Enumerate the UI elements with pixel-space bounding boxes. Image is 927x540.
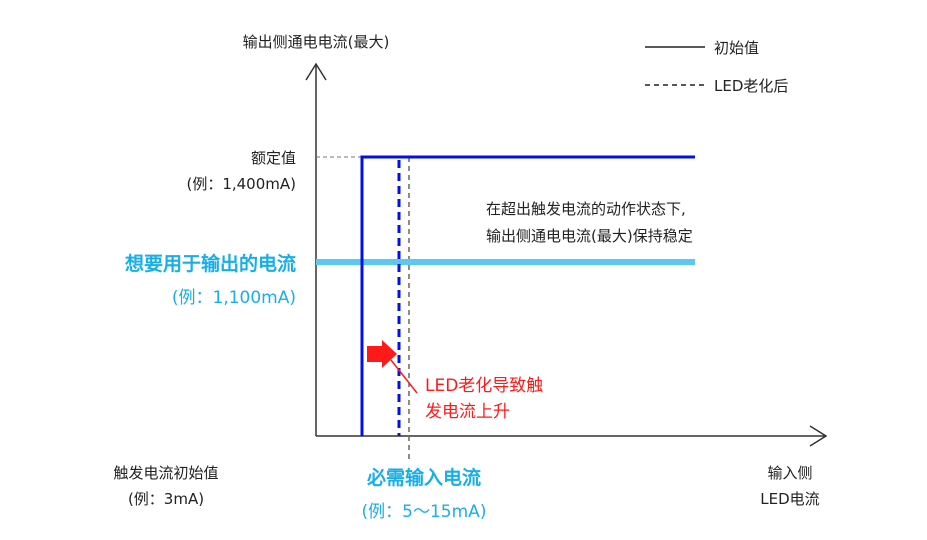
initial-curve (360, 155, 695, 436)
trigger-example: (例：3mA) (128, 490, 204, 508)
y-axis-label: 输出侧通电电流(最大) (243, 33, 390, 51)
y-axis-arrow-icon (305, 62, 327, 81)
x-axis-arrow-icon (809, 425, 828, 447)
aging-note-line-1: LED老化导致触 (425, 376, 543, 396)
rated-title: 额定值 (251, 149, 296, 167)
aging-arrow-icon (367, 340, 397, 368)
legend-label-aged: LED老化后 (714, 77, 788, 95)
x-axis-label-line-2: LED电流 (760, 490, 819, 508)
aging-note-line-2: 发电流上升 (425, 402, 510, 422)
rated-example: (例：1,400mA) (186, 175, 296, 193)
trigger-title: 触发电流初始值 (113, 464, 218, 482)
required-example: (例：5～15mA) (362, 502, 487, 522)
desired-example: (例：1,100mA) (172, 288, 296, 308)
desired-title: 想要用于输出的电流 (125, 252, 296, 275)
note-line-2: 输出侧通电电流(最大)保持稳定 (486, 227, 693, 245)
legend-label-initial: 初始值 (714, 39, 759, 57)
aging-pointer-line (390, 359, 418, 394)
required-title: 必需输入电流 (366, 466, 481, 489)
legend: 初始值 LED老化后 (645, 39, 788, 95)
axes (305, 62, 828, 447)
x-axis-label-line-1: 输入侧 (767, 464, 812, 482)
note-line-1: 在超出触发电流的动作状态下, (486, 200, 686, 218)
